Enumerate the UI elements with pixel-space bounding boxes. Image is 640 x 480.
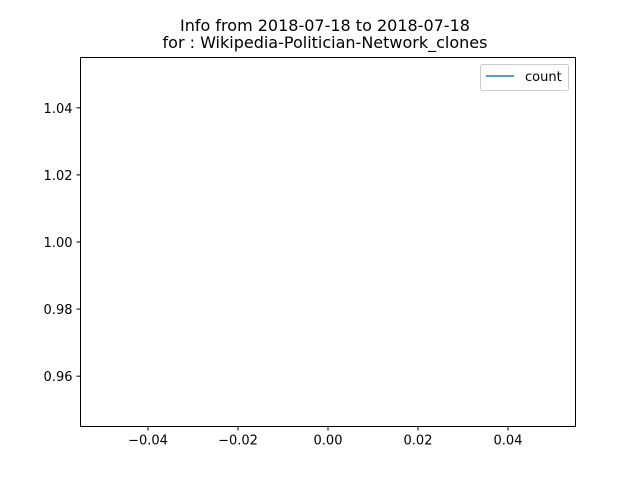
x-tick-label: 0.02 xyxy=(404,434,433,449)
legend-label-count: count xyxy=(525,70,562,85)
y-axis: 0.96 0.98 1.00 1.02 1.04 xyxy=(44,102,81,385)
x-tick-label: −0.02 xyxy=(218,434,258,449)
x-tick-label: −0.04 xyxy=(128,434,168,449)
y-tick-label: 1.00 xyxy=(44,236,73,251)
plot-area xyxy=(80,57,576,427)
x-tick-label: 0.04 xyxy=(494,434,523,449)
chart-title-line-2: for : Wikipedia-Politician-Network_clone… xyxy=(163,33,488,53)
x-axis: −0.04 −0.02 0.00 0.02 0.04 xyxy=(128,426,523,449)
legend: count xyxy=(480,64,569,91)
y-tick-label: 0.96 xyxy=(44,370,73,385)
y-tick-label: 0.98 xyxy=(44,303,73,318)
legend-box xyxy=(480,64,569,91)
chart-title-line-1: Info from 2018-07-18 to 2018-07-18 xyxy=(180,16,470,35)
y-tick-label: 1.04 xyxy=(44,102,73,117)
y-tick-label: 1.02 xyxy=(44,169,73,184)
x-tick-label: 0.00 xyxy=(314,434,343,449)
